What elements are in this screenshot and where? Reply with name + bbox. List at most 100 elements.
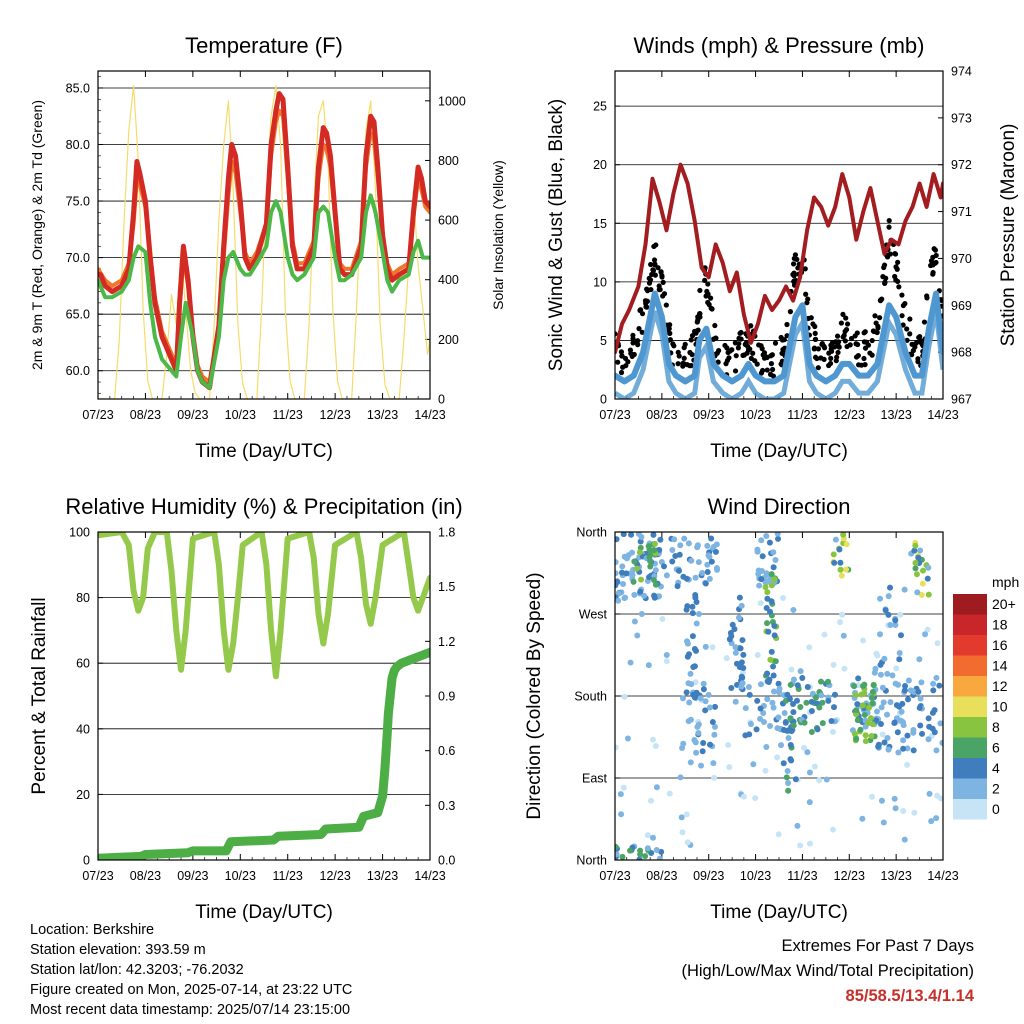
x-tick-label: 11/23 bbox=[787, 869, 817, 883]
gust-point bbox=[805, 296, 811, 302]
direction-point bbox=[885, 593, 892, 600]
gust-point bbox=[875, 323, 881, 329]
direction-point bbox=[893, 665, 900, 672]
y-tick-label: 20 bbox=[593, 158, 607, 172]
direction-point bbox=[785, 735, 792, 742]
y-tick-label: 0 bbox=[83, 854, 90, 868]
direction-point bbox=[705, 691, 712, 698]
x-tick-label: 13/23 bbox=[367, 408, 398, 422]
gust-point bbox=[870, 328, 876, 334]
direction-point bbox=[700, 680, 707, 687]
direction-point bbox=[768, 582, 775, 589]
extremes-values: 85/58.5/13.4/1.14 bbox=[845, 987, 974, 1005]
station-latlon: Station lat/lon: 42.3203; -76.2032 bbox=[30, 962, 244, 978]
direction-point bbox=[885, 746, 892, 753]
direction-point bbox=[629, 571, 636, 578]
direction-point bbox=[916, 656, 923, 663]
direction-point bbox=[780, 760, 787, 767]
gust-point bbox=[895, 278, 901, 285]
direction-point bbox=[763, 532, 770, 539]
x-tick-label: 11/23 bbox=[273, 869, 303, 883]
direction-point bbox=[693, 689, 700, 696]
gust-point bbox=[660, 293, 666, 299]
y2-tick-label: 0.0 bbox=[438, 854, 455, 868]
direction-point bbox=[691, 646, 698, 653]
direction-point bbox=[855, 675, 862, 682]
direction-point bbox=[747, 720, 754, 727]
direction-point bbox=[666, 790, 673, 797]
direction-point bbox=[892, 805, 899, 812]
direction-point bbox=[689, 633, 696, 640]
gust-point bbox=[861, 355, 867, 362]
direction-point bbox=[930, 680, 937, 687]
direction-point bbox=[700, 739, 707, 746]
gust-point bbox=[887, 251, 893, 257]
gust-point bbox=[928, 258, 935, 264]
direction-point bbox=[868, 694, 875, 701]
direction-point bbox=[732, 698, 739, 705]
y2-tick-label: 200 bbox=[438, 333, 459, 347]
direction-point bbox=[711, 774, 718, 781]
direction-point bbox=[641, 592, 648, 599]
direction-point bbox=[869, 700, 876, 707]
x-tick-label: 13/23 bbox=[881, 408, 912, 422]
series-rh bbox=[98, 532, 430, 680]
gust-point bbox=[828, 355, 834, 361]
direction-point bbox=[816, 704, 823, 711]
gust-point bbox=[667, 322, 673, 328]
plot-frame bbox=[614, 70, 944, 400]
station-location: Location: Berkshire bbox=[30, 922, 155, 938]
direction-point bbox=[843, 541, 850, 548]
y2-tick-label: 1.5 bbox=[438, 580, 455, 594]
direction-point bbox=[770, 564, 777, 571]
direction-point bbox=[646, 554, 653, 561]
direction-point bbox=[905, 677, 912, 684]
gust-point bbox=[644, 286, 650, 292]
direction-point bbox=[657, 536, 664, 543]
gust-point bbox=[821, 345, 828, 351]
gust-point bbox=[648, 286, 654, 293]
direction-point bbox=[785, 779, 792, 786]
direction-point bbox=[860, 637, 867, 644]
y2-axis-label: Station Pressure (Maroon) bbox=[998, 124, 1019, 347]
gust-point bbox=[741, 352, 747, 358]
direction-point bbox=[814, 726, 821, 733]
gust-point bbox=[924, 293, 930, 299]
gust-point bbox=[747, 346, 753, 352]
x-tick-label: 09/23 bbox=[693, 869, 724, 883]
y-tick-label: 60.0 bbox=[66, 364, 90, 378]
y-tick-label: 15 bbox=[593, 217, 607, 231]
gust-point bbox=[877, 298, 884, 304]
direction-point bbox=[753, 726, 760, 733]
direction-point bbox=[839, 611, 846, 618]
direction-point bbox=[806, 769, 813, 776]
gust-point bbox=[921, 319, 928, 325]
direction-point bbox=[768, 648, 775, 655]
direction-point bbox=[788, 757, 795, 764]
y-axis-label: Direction (Colored By Speed) bbox=[524, 572, 545, 819]
series-solar bbox=[98, 85, 430, 399]
direction-point bbox=[780, 727, 787, 734]
x-tick-label: 07/23 bbox=[599, 408, 630, 422]
direction-point bbox=[704, 568, 711, 575]
gust-point bbox=[840, 311, 846, 318]
x-axis-label: Time (Day/UTC) bbox=[710, 902, 848, 923]
direction-point bbox=[780, 594, 787, 601]
gust-point bbox=[637, 307, 643, 313]
gust-point bbox=[818, 355, 824, 361]
gust-point bbox=[693, 328, 699, 334]
direction-point bbox=[900, 737, 907, 744]
direction-point bbox=[766, 722, 773, 729]
gust-point bbox=[907, 316, 913, 322]
direction-point bbox=[630, 578, 637, 585]
direction-point bbox=[621, 693, 628, 700]
direction-point bbox=[650, 532, 657, 538]
gust-point bbox=[894, 266, 900, 272]
gust-point bbox=[843, 315, 849, 321]
direction-point bbox=[894, 729, 901, 736]
direction-point bbox=[693, 598, 700, 605]
gust-point bbox=[932, 247, 939, 253]
data-timestamp: Most recent data timestamp: 2025/07/14 2… bbox=[30, 1002, 351, 1018]
gust-point bbox=[660, 279, 666, 285]
y-tick-label: 80.0 bbox=[66, 138, 90, 152]
